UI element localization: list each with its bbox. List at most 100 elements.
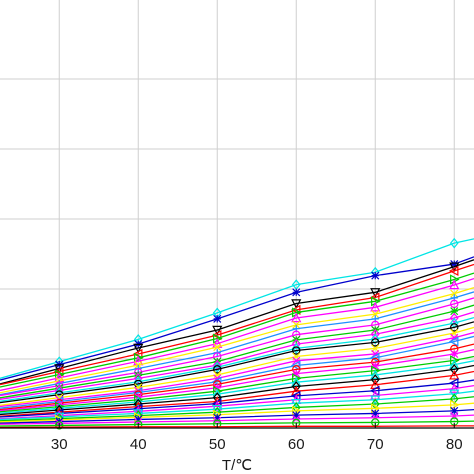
data-point: [449, 389, 460, 400]
series-line: [0, 263, 474, 386]
data-point: [371, 310, 380, 319]
series-line: [0, 355, 474, 413]
data-point: [291, 343, 301, 354]
series-line: [0, 256, 474, 381]
data-point: [213, 413, 222, 422]
series-line: [0, 425, 474, 429]
data-point: [291, 398, 302, 409]
series-3: [0, 259, 474, 385]
series-line: [0, 420, 474, 427]
data-point: [449, 369, 460, 380]
series-line: [0, 379, 474, 418]
data-point: [450, 289, 459, 298]
series-line: [0, 278, 474, 392]
x-tick-label: 40: [130, 436, 147, 453]
data-point: [134, 371, 143, 380]
data-point: [291, 312, 302, 323]
series-line: [0, 343, 474, 411]
series-line: [0, 321, 474, 404]
series-line: [0, 335, 474, 409]
data-point: [211, 330, 222, 341]
series-line: [0, 370, 474, 417]
data-point: [449, 237, 459, 249]
data-point: [370, 374, 380, 385]
series-line: [0, 238, 474, 379]
series-line: [0, 311, 474, 400]
data-point: [450, 349, 459, 358]
series-line: [0, 316, 474, 402]
series-line: [0, 272, 474, 388]
data-point: [370, 333, 380, 345]
data-point: [292, 356, 301, 365]
data-point: [450, 355, 460, 366]
data-point: [291, 299, 302, 309]
series-line: [0, 331, 474, 408]
data-point: [370, 288, 381, 298]
x-tick-label: 60: [288, 436, 305, 453]
data-point: [134, 415, 143, 424]
data-point: [371, 365, 381, 376]
data-point: [212, 325, 223, 336]
axes: [0, 423, 474, 429]
data-point: [213, 365, 222, 374]
data-point: [213, 357, 222, 366]
data-point: [371, 271, 380, 280]
data-point: [369, 352, 380, 363]
data-point: [55, 421, 64, 430]
data-point: [292, 320, 301, 329]
series-line: [0, 408, 474, 424]
series-line: [0, 414, 474, 425]
data-point: [450, 406, 459, 415]
series-group: [0, 237, 474, 430]
data-point: [449, 364, 459, 375]
series-line: [0, 297, 474, 397]
data-point: [370, 395, 381, 406]
x-axis-label: T/℃: [222, 457, 252, 474]
series-line: [0, 396, 474, 422]
data-point: [292, 411, 301, 420]
data-point: [371, 338, 380, 347]
data-point: [291, 376, 302, 387]
data-point: [449, 359, 460, 369]
data-point: [213, 383, 222, 392]
data-point: [449, 312, 459, 324]
series-line: [0, 390, 474, 421]
data-point: [370, 369, 381, 380]
series-line: [0, 360, 474, 414]
series-7: [0, 286, 474, 394]
data-point: [370, 301, 381, 312]
series-28: [0, 406, 474, 426]
series-line: [0, 304, 474, 399]
data-point: [133, 376, 143, 388]
data-point: [292, 346, 301, 355]
series-line: [0, 384, 474, 420]
series-line: [0, 402, 474, 423]
data-point: [449, 383, 460, 393]
data-point: [212, 361, 222, 373]
data-point: [290, 360, 301, 371]
series-12: [0, 316, 474, 402]
x-tick-label: 30: [51, 436, 68, 453]
data-point: [371, 409, 380, 418]
data-point: [448, 336, 459, 347]
data-point: [134, 352, 144, 363]
data-point: [213, 343, 222, 352]
series-line: [0, 326, 474, 406]
data-point: [449, 262, 460, 273]
data-point: [449, 279, 460, 290]
series-line: [0, 286, 474, 394]
x-tick-label: 70: [367, 436, 384, 453]
data-point: [55, 369, 65, 380]
data-point: [448, 265, 459, 277]
data-point: [292, 288, 301, 297]
data-point: [133, 343, 144, 354]
data-point: [450, 307, 459, 316]
data-point: [213, 314, 222, 323]
series-line: [0, 364, 474, 416]
series-line: [0, 349, 474, 412]
x-tick-label: 50: [209, 436, 226, 453]
series-line: [0, 291, 474, 396]
data-point: [450, 323, 459, 332]
